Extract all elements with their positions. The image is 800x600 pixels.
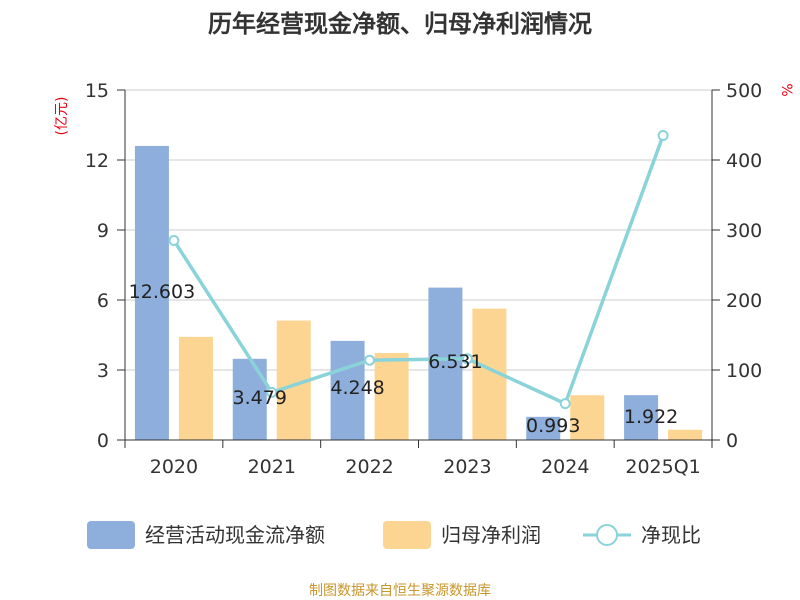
right-tick-label: 200 bbox=[726, 290, 762, 312]
left-tick-label: 0 bbox=[97, 430, 109, 452]
left-tick-label: 15 bbox=[85, 80, 109, 102]
net-profit-bar bbox=[668, 429, 703, 440]
ratio-point bbox=[657, 130, 669, 141]
left-axis-unit: (亿元) bbox=[54, 97, 70, 136]
x-tick-label: 2025Q1 bbox=[625, 456, 700, 478]
net-profit-bar bbox=[570, 395, 605, 440]
legend-ratio-label: 净现比 bbox=[641, 523, 701, 547]
operating-cash-bar bbox=[134, 145, 169, 440]
right-tick-label: 500 bbox=[726, 80, 762, 102]
operating-cash-value-label: 1.922 bbox=[624, 406, 678, 428]
axes: 0 3 6 9 12 15 0 100 200 300 400 500 2020 2021 2022 2023… bbox=[85, 80, 762, 478]
ratio-point bbox=[461, 353, 473, 365]
legend-net-profit-swatch bbox=[383, 521, 431, 549]
x-tick-label: 2022 bbox=[345, 456, 393, 478]
legend-ratio-swatch-marker bbox=[596, 524, 618, 546]
operating-cash-value-label: 3.479 bbox=[233, 387, 287, 409]
operating-cash-value-label: 0.993 bbox=[526, 415, 580, 437]
data-labels: 12.603 3.479 4.248 6.531 0.993 1.922 bbox=[129, 281, 679, 437]
operating-cash-value-label: 4.248 bbox=[330, 377, 384, 399]
x-tick-label: 2023 bbox=[443, 456, 491, 478]
operating-cash-bar bbox=[232, 358, 267, 440]
ratio-line bbox=[172, 134, 665, 406]
legend: 经营活动现金流净额 归母净利润 净现比 bbox=[87, 521, 701, 549]
operating-cash-bar bbox=[624, 395, 659, 440]
operating-cash-bar bbox=[428, 287, 463, 440]
left-tick-label: 12 bbox=[85, 150, 109, 172]
x-tick-label: 2021 bbox=[248, 456, 296, 478]
right-tick-label: 100 bbox=[726, 360, 762, 382]
net-profit-bar bbox=[178, 336, 213, 440]
right-tick-label: 400 bbox=[726, 150, 762, 172]
ratio-point bbox=[168, 235, 180, 246]
left-tick-label: 9 bbox=[97, 220, 109, 242]
right-axis-unit: % bbox=[778, 83, 794, 96]
ratio-point bbox=[266, 386, 278, 398]
legend-operating-cash-swatch bbox=[87, 521, 135, 549]
legend-net-profit-label: 归母净利润 bbox=[441, 523, 541, 547]
chart-title: 历年经营现金净额、归母净利润情况 bbox=[208, 10, 592, 38]
ratio-point bbox=[559, 398, 571, 410]
net-profit-bar bbox=[374, 352, 409, 440]
source-note: 制图数据来自恒生聚源数据库 bbox=[309, 583, 491, 599]
right-tick-label: 300 bbox=[726, 220, 762, 242]
operating-cash-bar bbox=[526, 416, 561, 440]
operating-cash-value-label: 6.531 bbox=[428, 351, 482, 373]
left-tick-label: 3 bbox=[97, 360, 109, 382]
x-tick-label: 2024 bbox=[541, 456, 589, 478]
left-tick-label: 6 bbox=[97, 290, 109, 312]
legend-operating-cash-label: 经营活动现金流净额 bbox=[145, 523, 325, 547]
operating-cash-bar bbox=[330, 340, 365, 440]
ratio-point bbox=[364, 354, 376, 366]
bar-group bbox=[134, 145, 703, 440]
right-tick-label: 0 bbox=[726, 430, 738, 452]
operating-cash-value-label: 12.603 bbox=[129, 281, 195, 303]
x-tick-label: 2020 bbox=[150, 456, 198, 478]
ratio-line-group bbox=[168, 130, 669, 410]
grid-lines bbox=[125, 89, 712, 371]
